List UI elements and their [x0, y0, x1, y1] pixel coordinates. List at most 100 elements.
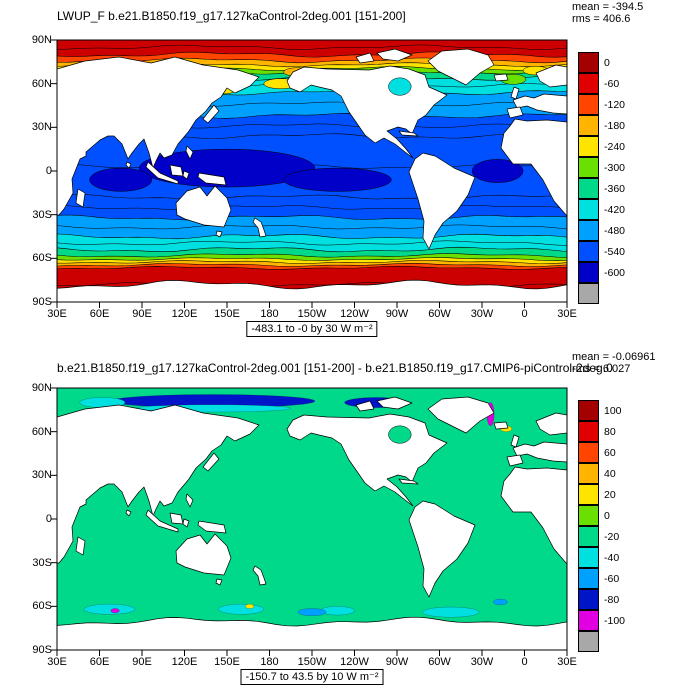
field-band — [57, 263, 567, 270]
lon-tick-label: 90E — [132, 308, 152, 320]
lat-tick-label: 90S — [32, 644, 52, 656]
colorbar-box — [578, 52, 599, 73]
lon-tick-label: 60E — [89, 656, 110, 668]
colorbar-tick-label: -100 — [604, 615, 626, 627]
lat-tick-label: 90N — [31, 382, 52, 394]
field-anomaly-patch — [493, 598, 508, 606]
lon-tick-label: 60W — [428, 656, 451, 668]
continent-landmass — [506, 454, 524, 467]
hudson-bay — [388, 425, 412, 444]
colorbar-box — [578, 241, 599, 262]
lon-tick-label: 120E — [171, 656, 198, 668]
colorbar-tick-label: 80 — [604, 426, 616, 438]
lon-tick-label: 150E — [214, 308, 240, 320]
lon-tick-label: 60W — [428, 308, 451, 320]
colorbar-tick-label: -40 — [604, 552, 620, 564]
lon-tick-label: 0 — [521, 308, 528, 320]
colorbar-box — [578, 220, 599, 241]
continent-landmass — [427, 48, 495, 86]
continent-landmass — [355, 400, 375, 412]
continent-landmass — [125, 509, 132, 517]
continent-landmass — [398, 130, 419, 137]
colorbar-tick-label: -180 — [604, 120, 626, 132]
colorbar: 100 80 60 40 20 0 -20 -40 -60 -80 -100 — [578, 400, 648, 660]
lat-tick-label: 60S — [32, 600, 52, 613]
lat-tick-label: 90N — [31, 34, 52, 46]
continent-landmass — [355, 52, 375, 64]
world-contour-map — [51, 387, 568, 656]
mean-stat: mean = -394.5 — [572, 1, 644, 13]
lat-tick-label: 60N — [31, 77, 52, 90]
antarctica-landmass — [57, 279, 567, 302]
colorbar-box — [578, 400, 599, 421]
lon-tick-label: 30W — [470, 656, 494, 668]
field-anomaly-patch — [422, 606, 480, 618]
rms-stat: rms = 6.027 — [572, 363, 631, 375]
continent-landmass — [493, 421, 509, 430]
contour-line — [57, 265, 567, 270]
lat-tick-label: 0 — [45, 513, 52, 525]
continent-landmass — [512, 441, 567, 463]
contour-line — [57, 253, 567, 258]
panel-lwup-difference-map: b.e21.B1850.f19_g17.127kaControl-2deg.00… — [0, 350, 700, 700]
lon-tick-label: 120W — [340, 308, 369, 320]
colorbar-tick-label: 0 — [604, 510, 610, 522]
colorbar-tick-label: -300 — [604, 162, 626, 174]
continent-landmass — [175, 533, 232, 576]
colorbar-box — [578, 631, 599, 652]
lat-tick-label: 30N — [31, 469, 52, 482]
continent-landmass — [145, 509, 179, 533]
colorbar-tick-label: -80 — [604, 594, 620, 606]
plot-title: b.e21.B1850.f19_g17.127kaControl-2deg.00… — [57, 361, 613, 375]
field-band — [57, 253, 567, 261]
field-anomaly-patch — [283, 167, 392, 192]
lon-tick-label: 30W — [470, 308, 494, 320]
lon-tick-label: 60E — [89, 308, 110, 320]
continent-landmass — [376, 396, 413, 410]
continent-landmass — [493, 73, 509, 82]
colorbar-box — [578, 199, 599, 220]
continent-landmass — [252, 217, 267, 238]
continent-landmass — [185, 145, 194, 160]
continent-landmass — [125, 161, 132, 169]
field-anomaly-patch — [245, 603, 255, 609]
continent-landmass — [197, 172, 227, 186]
colorbar-box — [578, 547, 599, 568]
colorbar-tick-label: 0 — [604, 57, 610, 69]
contour-line — [57, 194, 567, 200]
colorbar-box — [578, 136, 599, 157]
colorbar-tick-label: -60 — [604, 78, 620, 90]
colorbar-tick-label: 100 — [604, 405, 622, 417]
lon-tick-label: 180 — [260, 308, 279, 320]
field-anomaly-patch — [297, 608, 327, 617]
continent-landmass — [215, 578, 223, 586]
colorbar-tick-label: 20 — [604, 489, 616, 501]
continent-landmass — [75, 536, 86, 556]
lat-tick-label: 30S — [32, 556, 52, 569]
lon-tick-label: 150W — [297, 656, 327, 668]
lon-tick-label: 120W — [340, 656, 369, 668]
hudson-bay — [388, 77, 412, 96]
continent-landmass — [215, 230, 223, 238]
field-band — [57, 40, 567, 58]
continent-landmass — [197, 520, 227, 534]
lon-tick-label: 150W — [297, 308, 327, 320]
colorbar-box — [578, 115, 599, 136]
colorbar-box — [578, 94, 599, 115]
lon-tick-label: 180 — [260, 656, 279, 668]
contour-line — [57, 240, 567, 246]
continent-landmass — [182, 518, 190, 528]
continent-landmass — [427, 396, 495, 434]
continent-landmass — [408, 500, 476, 598]
lat-tick-label: 60S — [32, 252, 52, 265]
lat-tick-label: 60N — [31, 425, 52, 438]
continent-landmass — [202, 452, 220, 472]
colorbar-box — [578, 484, 599, 505]
continent-landmass — [512, 93, 567, 115]
lat-tick-label: 90S — [32, 296, 52, 308]
lat-tick-label: 30N — [31, 121, 52, 134]
colorbar-tick-label: -20 — [604, 531, 620, 543]
colorbar-box — [578, 421, 599, 442]
colorbar-box — [578, 157, 599, 178]
rms-stat: rms = 406.6 — [572, 13, 631, 25]
